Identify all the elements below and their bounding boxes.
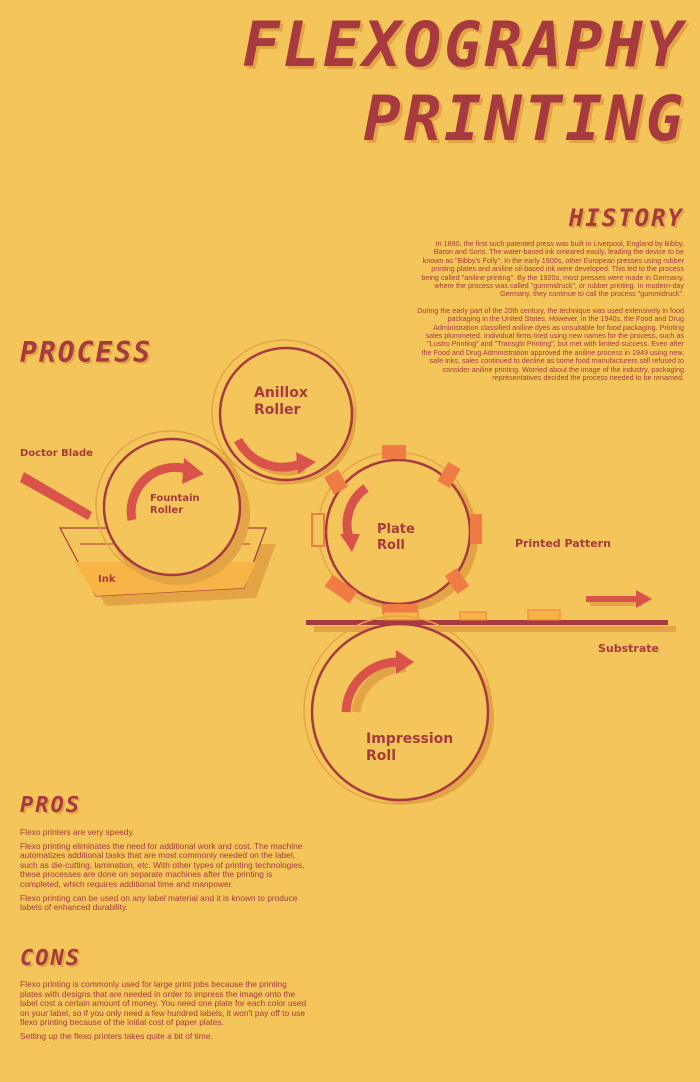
substrate-label: Substrate bbox=[598, 642, 659, 655]
fountain-label-1: Fountain bbox=[150, 493, 200, 504]
pros-paragraph: Flexo printing can be used on any label … bbox=[20, 892, 298, 913]
title-line-1: FLEXOGRAPHY bbox=[242, 8, 686, 81]
anilox-label-1: Anillox bbox=[254, 385, 308, 401]
history-paragraph: During the early part of the 20th centur… bbox=[417, 305, 684, 383]
fountain-roller bbox=[95, 430, 250, 585]
doctor-blade bbox=[20, 472, 92, 520]
title-line-2: PRINTING bbox=[363, 82, 686, 155]
direction-arrow bbox=[586, 590, 652, 608]
history-text: In 1890, the first such patented press w… bbox=[416, 239, 684, 391]
substrate bbox=[306, 609, 676, 632]
printed-pattern-label: Printed Pattern bbox=[515, 537, 611, 550]
plate-label-2: Roll bbox=[377, 538, 405, 553]
pros-paragraph: Flexo printers are very speedy. bbox=[20, 827, 135, 837]
cons-paragraph: Setting up the flexo printers takes quit… bbox=[20, 1030, 213, 1041]
plate-roll bbox=[311, 445, 482, 614]
pros-text: Flexo printers are very speedy. Flexo pr… bbox=[20, 827, 310, 917]
cons-heading: CONS bbox=[20, 946, 81, 971]
plate-label-1: Plate bbox=[377, 522, 415, 537]
cons-paragraph: Flexo printing is commonly used for larg… bbox=[20, 979, 307, 1028]
impression-roll bbox=[303, 615, 494, 805]
impression-label-2: Roll bbox=[366, 748, 396, 764]
cons-text: Flexo printing is commonly used for larg… bbox=[20, 979, 310, 1046]
pros-paragraph: Flexo printing eliminates the need for a… bbox=[20, 840, 305, 889]
fountain-label-2: Roller bbox=[150, 505, 183, 516]
process-heading: PROCESS bbox=[20, 336, 153, 369]
pros-heading: PROS bbox=[20, 793, 81, 818]
history-heading: HISTORY bbox=[568, 204, 684, 232]
ink-label: Ink bbox=[98, 574, 116, 585]
impression-label-1: Impression bbox=[366, 731, 453, 747]
anilox-roller bbox=[211, 339, 357, 485]
anilox-label-2: Roller bbox=[254, 402, 300, 418]
history-paragraph: In 1890, the first such patented press w… bbox=[421, 239, 684, 299]
doctor-blade-label: Doctor Blade bbox=[20, 448, 93, 459]
